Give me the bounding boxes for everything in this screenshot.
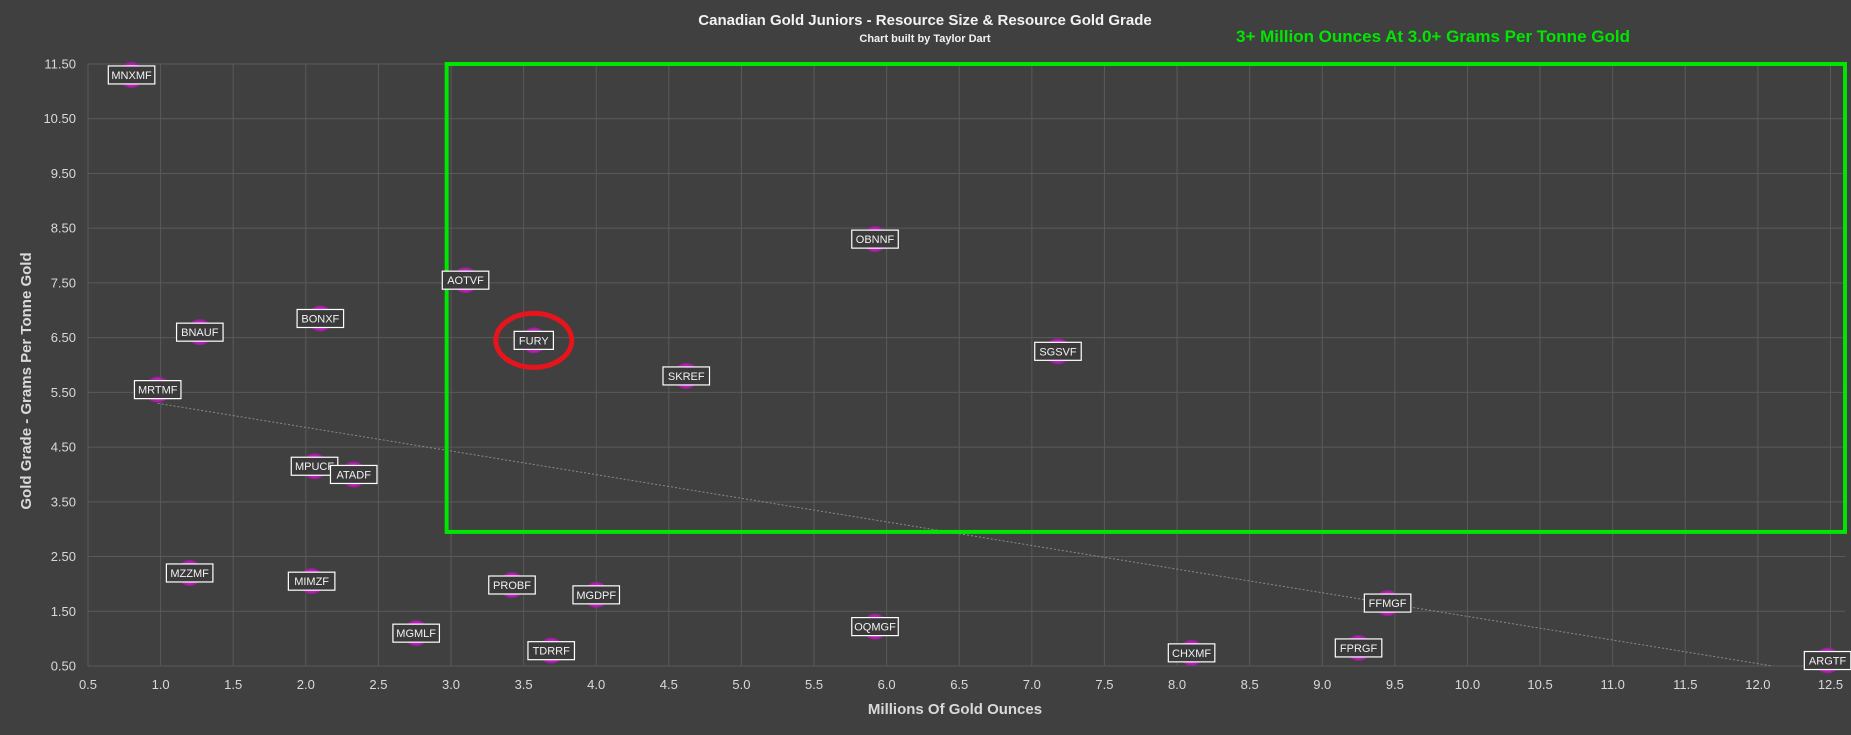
point-label-box xyxy=(329,464,378,485)
gridlines xyxy=(87,63,1845,667)
y-tick-label: 0.50 xyxy=(51,659,76,674)
x-tick-label: 12.0 xyxy=(1745,677,1770,692)
point-label: PROBF xyxy=(493,580,531,592)
point-label-box xyxy=(572,585,621,605)
x-tick-label: 6.0 xyxy=(878,677,896,692)
point-label: BNAUF xyxy=(181,327,219,339)
x-tick-label: 10.5 xyxy=(1527,677,1552,692)
y-tick-label: 2.50 xyxy=(51,549,76,564)
x-tick-label: 10.0 xyxy=(1455,677,1480,692)
trendline xyxy=(157,402,1773,667)
point-label: OBNNF xyxy=(856,234,895,246)
y-tick-label: 8.50 xyxy=(51,221,76,236)
y-tick-label: 3.50 xyxy=(51,494,76,509)
point-label: FURY xyxy=(519,335,549,347)
x-tick-label: 7.0 xyxy=(1023,677,1041,692)
point-label-box xyxy=(441,270,490,290)
x-axis-title: Millions Of Gold Ounces xyxy=(868,701,1042,718)
x-tick-label: 1.0 xyxy=(152,677,170,692)
highlight-region-box xyxy=(444,62,1848,534)
point-label-box xyxy=(165,563,214,583)
y-axis-title: Gold Grade - Grams Per Tonne Gold xyxy=(18,252,35,509)
highlight-region-label: 3+ Million Ounces At 3.0+ Grams Per Tonn… xyxy=(1236,27,1630,46)
point-label: CHXMF xyxy=(1172,648,1211,660)
highlight-region-layer xyxy=(444,62,1848,534)
x-tick-label: 4.0 xyxy=(587,677,605,692)
point-label: TDRRF xyxy=(533,646,571,658)
y-tick-label: 1.50 xyxy=(51,604,76,619)
x-tick-label: 2.5 xyxy=(369,677,387,692)
point-label: BONXF xyxy=(301,313,339,325)
x-tick-label: 3.5 xyxy=(515,677,533,692)
point-label-box xyxy=(392,623,441,643)
data-points xyxy=(118,61,1841,674)
point-label: MIMZF xyxy=(294,576,329,588)
x-tick-label: 3.0 xyxy=(442,677,460,692)
point-label: MRTMF xyxy=(138,385,178,397)
x-tick-label: 8.0 xyxy=(1168,677,1186,692)
x-tick-label: 11.0 xyxy=(1600,677,1624,692)
point-label: ATADF xyxy=(337,469,372,481)
x-tick-label: 0.5 xyxy=(79,677,97,692)
point-label-box xyxy=(287,571,336,591)
point-label-box xyxy=(107,65,156,85)
y-tick-label: 9.50 xyxy=(51,166,76,181)
point-label-box xyxy=(851,229,899,249)
x-tick-label: 7.5 xyxy=(1095,677,1113,692)
x-tick-label: 12.5 xyxy=(1818,677,1843,692)
point-label: MGDPF xyxy=(576,590,616,602)
chart-subtitle: Chart built by Taylor Dart xyxy=(859,33,991,45)
point-label: OQMGF xyxy=(854,622,896,634)
chart-title: Canadian Gold Juniors - Resource Size & … xyxy=(698,12,1151,29)
y-tick-label: 10.50 xyxy=(43,111,76,126)
y-tick-label: 11.50 xyxy=(44,57,76,72)
point-label: MNXMF xyxy=(111,70,152,82)
point-label-box xyxy=(662,366,711,386)
point-label: MZZMF xyxy=(170,568,209,580)
x-tick-label: 4.5 xyxy=(660,677,678,692)
x-tick-label: 5.0 xyxy=(732,677,750,692)
x-tick-label: 11.5 xyxy=(1673,677,1697,692)
point-label: FPRGF xyxy=(1340,643,1378,655)
x-tick-label: 9.5 xyxy=(1386,677,1404,692)
x-tick-label: 9.0 xyxy=(1313,677,1331,692)
point-label: SKREF xyxy=(668,371,705,383)
x-tick-label: 6.5 xyxy=(950,677,968,692)
x-tick-label: 8.5 xyxy=(1241,677,1259,692)
point-label: SGSVF xyxy=(1039,346,1077,358)
point-label-box xyxy=(513,330,554,350)
y-tick-label: 7.50 xyxy=(51,275,76,290)
x-tick-label: 1.5 xyxy=(224,677,242,692)
y-tick-label: 4.50 xyxy=(51,440,76,455)
point-label: FFMGF xyxy=(1369,598,1407,610)
x-tick-label: 5.5 xyxy=(805,677,823,692)
y-tick-label: 6.50 xyxy=(51,330,76,345)
highlight-circle xyxy=(493,310,575,370)
point-label-box xyxy=(175,322,224,342)
x-tick-label: 2.0 xyxy=(297,677,315,692)
point-label: ARGTF xyxy=(1809,656,1847,668)
point-label: MPUCF xyxy=(295,461,334,473)
axis-ticks: 0.5 1.0 1.5 2.0 2.5 3.0 3.5 4.0 4.5 5.0 5.5 6.0 6.5 7… xyxy=(43,57,1843,693)
point-label-box xyxy=(296,308,345,329)
point-label-box xyxy=(133,380,182,400)
point-label-box xyxy=(1034,341,1082,361)
point-label: MGMLF xyxy=(396,628,436,640)
point-label-box xyxy=(851,616,899,637)
point-label-box xyxy=(1363,593,1412,613)
y-tick-label: 5.50 xyxy=(51,385,76,400)
point-label-box xyxy=(527,641,576,661)
point-label: AOTVF xyxy=(447,275,484,287)
trendline-layer xyxy=(157,402,1773,667)
point-label-box xyxy=(1334,638,1383,658)
point-label-box xyxy=(1167,643,1216,663)
point-label-box xyxy=(488,575,536,595)
